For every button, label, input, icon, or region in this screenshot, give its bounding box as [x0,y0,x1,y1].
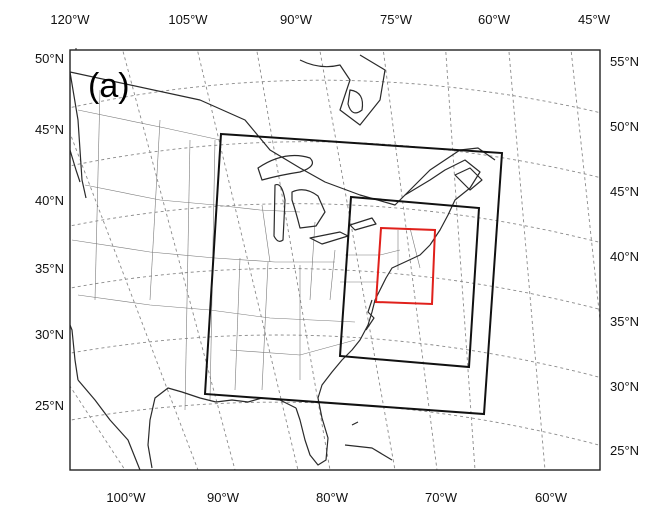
top-axis: 120°W 105°W 90°W 75°W 60°W 45°W [50,12,611,50]
domain-outer [203,132,504,416]
top-tick: 60°W [478,12,511,27]
coastlines [70,54,496,470]
bottom-tick: 90°W [207,490,240,505]
graticule-parallels [70,50,600,470]
bottom-tick: 70°W [425,490,458,505]
left-tick: 45°N [35,122,64,137]
bottom-tick: 100°W [106,490,146,505]
domain-middle [338,195,481,369]
right-tick: 35°N [610,314,639,329]
right-tick: 30°N [610,379,639,394]
map-frame [69,49,601,471]
right-tick: 40°N [610,249,639,264]
top-tick: 120°W [50,12,90,27]
right-tick: 50°N [610,119,639,134]
top-tick: 45°W [578,12,611,27]
state-borders [71,89,421,411]
top-tick: 75°W [380,12,413,27]
right-tick: 25°N [610,443,639,458]
domain-inner [374,226,437,306]
top-tick: 90°W [280,12,313,27]
domain-boxes [203,132,504,416]
top-tick: 105°W [168,12,208,27]
bottom-tick: 80°W [316,490,349,505]
left-tick: 25°N [35,398,64,413]
right-axis: 55°N 50°N 45°N 40°N 35°N 30°N 25°N [610,54,639,458]
bottom-tick: 60°W [535,490,568,505]
bottom-axis: 100°W 90°W 80°W 70°W 60°W [106,490,567,505]
left-tick: 30°N [35,327,64,342]
left-axis: 50°N 45°N 40°N 35°N 30°N 25°N [35,51,64,413]
right-tick: 55°N [610,54,639,69]
panel-label: (a) [88,67,130,105]
left-tick: 40°N [35,193,64,208]
left-tick: 50°N [35,51,64,66]
right-tick: 45°N [610,184,639,199]
left-tick: 35°N [35,261,64,276]
